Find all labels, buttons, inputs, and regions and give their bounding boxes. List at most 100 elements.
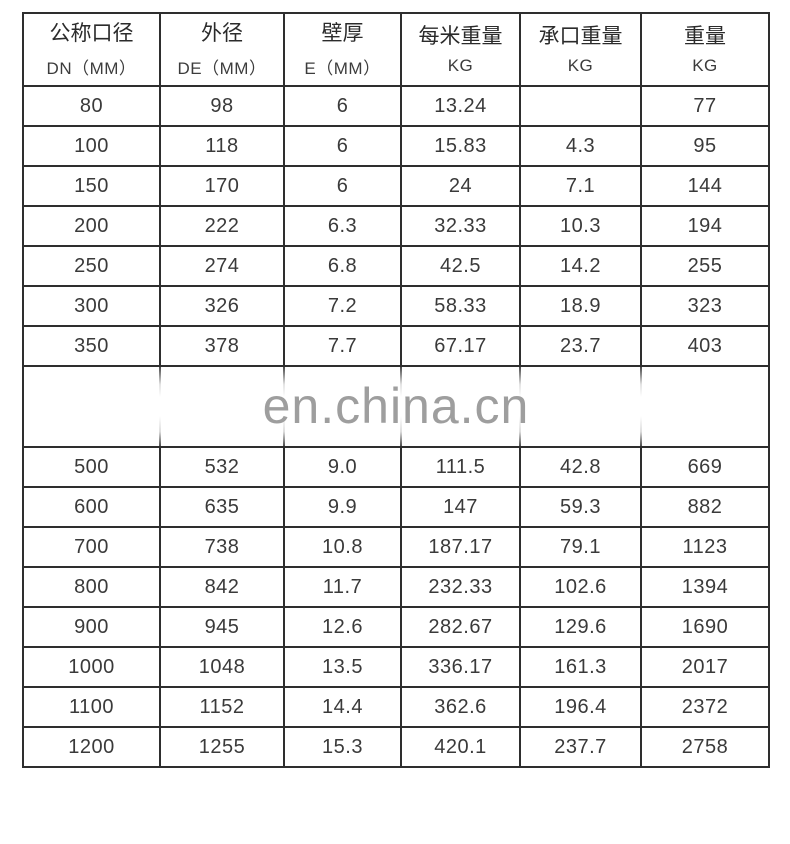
table-cell: 129.6 <box>519 606 642 648</box>
table-cell: 378 <box>159 325 285 367</box>
table-cell: 282.67 <box>400 606 521 648</box>
table-cell: 6.8 <box>283 245 402 287</box>
header-title: 公称口径 <box>49 22 134 46</box>
faded-column-line <box>640 368 642 445</box>
table-cell <box>519 85 642 127</box>
header-socket-weight: 承口重量 KG <box>519 12 642 87</box>
table-row: 250 274 6.8 42.5 14.2 255 <box>22 245 770 287</box>
header-wall-thickness: 壁厚 E（MM） <box>283 12 402 87</box>
table-cell: 7.1 <box>519 165 642 207</box>
table-cell: 102.6 <box>519 566 642 608</box>
table-cell: 300 <box>22 285 161 327</box>
table-cell: 14.2 <box>519 245 642 287</box>
table-cell: 6 <box>283 125 402 167</box>
table-cell: 1255 <box>159 726 285 768</box>
table-cell: 4.3 <box>519 125 642 167</box>
faded-column-line <box>283 368 285 445</box>
table-cell: 161.3 <box>519 646 642 688</box>
table-cell: 635 <box>159 486 285 528</box>
table-row: 350 378 7.7 67.17 23.7 403 <box>22 325 770 367</box>
table-cell: 11.7 <box>283 566 402 608</box>
table-cell: 42.5 <box>400 245 521 287</box>
table-cell: 32.33 <box>400 205 521 247</box>
table-row: 1000 1048 13.5 336.17 161.3 2017 <box>22 646 770 688</box>
table-cell: 532 <box>159 446 285 488</box>
table-cell: 350 <box>22 325 161 367</box>
table-cell: 2758 <box>640 726 770 768</box>
table-cell: 738 <box>159 526 285 568</box>
table-cell: 194 <box>640 205 770 247</box>
header-nominal-diameter: 公称口径 DN（MM） <box>22 12 161 87</box>
table-cell: 80 <box>22 85 161 127</box>
table-row: 800 842 11.7 232.33 102.6 1394 <box>22 566 770 608</box>
header-subtitle: KG <box>567 56 594 76</box>
table-header: 公称口径 DN（MM） 外径 DE（MM） 壁厚 E（MM） 每米重量 KG 承… <box>22 12 770 87</box>
table-cell: 196.4 <box>519 686 642 728</box>
table-row: 150 170 6 24 7.1 144 <box>22 165 770 207</box>
table-cell: 9.9 <box>283 486 402 528</box>
table-row: 200 222 6.3 32.33 10.3 194 <box>22 205 770 247</box>
table-cell: 326 <box>159 285 285 327</box>
table-cell: 170 <box>159 165 285 207</box>
table-cell: 10.3 <box>519 205 642 247</box>
header-weight-per-meter: 每米重量 KG <box>400 12 521 87</box>
faded-column-line <box>159 368 161 445</box>
table-cell: 403 <box>640 325 770 367</box>
table-cell: 237.7 <box>519 726 642 768</box>
table-cell: 59.3 <box>519 486 642 528</box>
table-cell: 15.3 <box>283 726 402 768</box>
table-cell: 900 <box>22 606 161 648</box>
table-cell: 274 <box>159 245 285 287</box>
table-cell: 2372 <box>640 686 770 728</box>
faded-column-line <box>400 368 402 445</box>
table-cell: 150 <box>22 165 161 207</box>
header-title: 承口重量 <box>538 24 623 48</box>
table-cell: 15.83 <box>400 125 521 167</box>
header-title: 每米重量 <box>418 24 503 48</box>
header-title: 壁厚 <box>321 22 364 46</box>
table-cell: 6 <box>283 165 402 207</box>
table-cell: 255 <box>640 245 770 287</box>
table-row: 900 945 12.6 282.67 129.6 1690 <box>22 606 770 648</box>
table-cell: 23.7 <box>519 325 642 367</box>
table-body-upper: 80 98 6 13.24 77 100 118 6 15.83 4.3 95 150 170 6 24 7.… <box>22 85 770 367</box>
table-cell: 700 <box>22 526 161 568</box>
faded-column-line <box>519 368 521 445</box>
table-cell: 118 <box>159 125 285 167</box>
table-row: 300 326 7.2 58.33 18.9 323 <box>22 285 770 327</box>
table-cell: 200 <box>22 205 161 247</box>
watermark-row: en.china.cn <box>22 365 770 448</box>
table-row: 1100 1152 14.4 362.6 196.4 2372 <box>22 686 770 728</box>
watermark-cell: en.china.cn <box>22 365 770 448</box>
table-row: 1200 1255 15.3 420.1 237.7 2758 <box>22 726 770 768</box>
table-cell: 9.0 <box>283 446 402 488</box>
table-cell: 111.5 <box>400 446 521 488</box>
table-row: 700 738 10.8 187.17 79.1 1123 <box>22 526 770 568</box>
header-subtitle: DE（MM） <box>177 58 267 78</box>
table-cell: 1690 <box>640 606 770 648</box>
table-cell: 336.17 <box>400 646 521 688</box>
table-cell: 1048 <box>159 646 285 688</box>
table-cell: 2017 <box>640 646 770 688</box>
header-subtitle: KG <box>692 56 718 76</box>
table-cell: 24 <box>400 165 521 207</box>
table-cell: 1100 <box>22 686 161 728</box>
table-cell: 1123 <box>640 526 770 568</box>
table-cell: 14.4 <box>283 686 402 728</box>
table-cell: 1000 <box>22 646 161 688</box>
table-row: 100 118 6 15.83 4.3 95 <box>22 125 770 167</box>
table-cell: 77 <box>640 85 770 127</box>
table-cell: 95 <box>640 125 770 167</box>
table-cell: 945 <box>159 606 285 648</box>
table-cell: 100 <box>22 125 161 167</box>
table-cell: 67.17 <box>400 325 521 367</box>
table-cell: 420.1 <box>400 726 521 768</box>
table-cell: 1394 <box>640 566 770 608</box>
table-cell: 12.6 <box>283 606 402 648</box>
table-cell: 187.17 <box>400 526 521 568</box>
table-cell: 18.9 <box>519 285 642 327</box>
table-cell: 7.2 <box>283 285 402 327</box>
table-cell: 58.33 <box>400 285 521 327</box>
table-cell: 7.7 <box>283 325 402 367</box>
table-cell: 669 <box>640 446 770 488</box>
